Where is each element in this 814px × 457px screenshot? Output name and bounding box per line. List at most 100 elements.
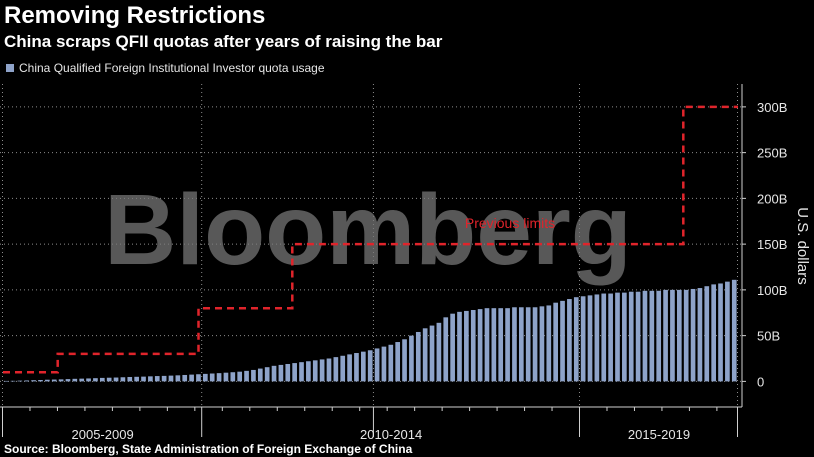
bar <box>58 379 64 382</box>
bar <box>299 362 304 382</box>
x-period-label: 2005-2009 <box>72 427 134 442</box>
bar-series <box>3 279 737 382</box>
x-period-label: 2015-2019 <box>628 427 690 442</box>
bar <box>127 376 133 382</box>
bar <box>237 371 243 382</box>
bar <box>573 297 579 382</box>
bar <box>319 359 325 382</box>
bar <box>278 364 284 382</box>
bar <box>470 310 476 382</box>
bar <box>196 374 201 382</box>
bar <box>422 328 428 382</box>
bar <box>615 292 620 382</box>
bar <box>360 351 366 382</box>
bar <box>415 331 421 382</box>
bar <box>731 279 737 382</box>
bar <box>676 289 682 382</box>
bar <box>51 379 57 382</box>
bar <box>65 379 71 382</box>
bar <box>340 355 346 382</box>
bar <box>257 368 263 382</box>
bar <box>244 370 249 382</box>
bar <box>154 376 160 382</box>
bar <box>182 374 188 382</box>
bar <box>711 284 716 382</box>
y-tick-label: 250B <box>757 146 787 161</box>
chart-subtitle: China scraps QFII quotas after years of … <box>4 32 443 51</box>
bar <box>251 369 256 382</box>
bar <box>203 373 208 382</box>
watermark: Bloomberg <box>104 174 632 286</box>
bar <box>484 308 490 382</box>
bar <box>38 380 43 382</box>
bar <box>230 372 236 382</box>
bar <box>134 376 139 382</box>
bar <box>106 377 112 382</box>
bar <box>477 309 483 382</box>
bar <box>518 307 524 382</box>
bar <box>374 348 380 382</box>
bar <box>409 335 414 382</box>
bar <box>189 374 194 382</box>
bar <box>505 308 510 382</box>
bar <box>168 375 174 382</box>
bar <box>388 344 394 382</box>
bar <box>464 310 469 382</box>
previous-limits-path <box>3 105 738 374</box>
source-note: Source: Bloomberg, State Administration … <box>4 442 413 456</box>
x-axis: 2005-2009 2010-2014 2015-2019 <box>0 406 742 442</box>
bar <box>608 293 613 382</box>
y-tick-label: 300B <box>757 100 787 115</box>
bar <box>216 373 222 382</box>
bar <box>354 353 359 382</box>
y-axis-label: U.S. dollars <box>794 207 811 285</box>
y-tick-label: 0 <box>757 374 764 389</box>
bar <box>649 290 655 382</box>
bar <box>326 358 332 382</box>
bar <box>450 313 455 382</box>
bar <box>525 307 531 382</box>
bar <box>553 302 559 382</box>
bar <box>580 296 586 382</box>
bar <box>306 361 311 382</box>
bar <box>347 354 352 382</box>
bar <box>175 375 181 382</box>
previous-limits-line <box>3 105 738 374</box>
bar <box>670 289 675 382</box>
bar <box>601 293 607 382</box>
legend-swatch <box>6 64 14 72</box>
previous-limits-annotation: Previous limits <box>465 215 555 231</box>
bar <box>93 378 98 382</box>
bar <box>656 290 662 382</box>
legend-label: China Qualified Foreign Institutional In… <box>19 61 325 75</box>
x-period-label: 2010-2014 <box>360 427 422 442</box>
bar <box>567 299 572 382</box>
bar <box>292 363 297 382</box>
bar <box>285 363 291 382</box>
bar <box>402 339 407 382</box>
bar <box>635 291 641 382</box>
bar <box>79 378 85 382</box>
bar <box>622 292 627 382</box>
bar <box>72 378 78 382</box>
bar <box>539 306 545 382</box>
bar <box>436 322 442 382</box>
bar <box>725 281 730 382</box>
chart-title: Removing Restrictions <box>4 2 266 29</box>
y-tick-label: 150B <box>757 237 787 252</box>
bar <box>17 380 23 382</box>
bar <box>560 300 565 382</box>
legend: China Qualified Foreign Institutional In… <box>6 61 325 75</box>
bar <box>663 289 668 382</box>
bar <box>594 294 600 382</box>
bar <box>457 311 462 382</box>
bar <box>223 372 229 382</box>
bar <box>443 317 449 382</box>
bar <box>264 367 270 382</box>
bar <box>209 373 215 382</box>
bar <box>113 377 119 382</box>
bar <box>491 308 497 382</box>
bar <box>546 305 552 382</box>
bar <box>628 291 634 382</box>
